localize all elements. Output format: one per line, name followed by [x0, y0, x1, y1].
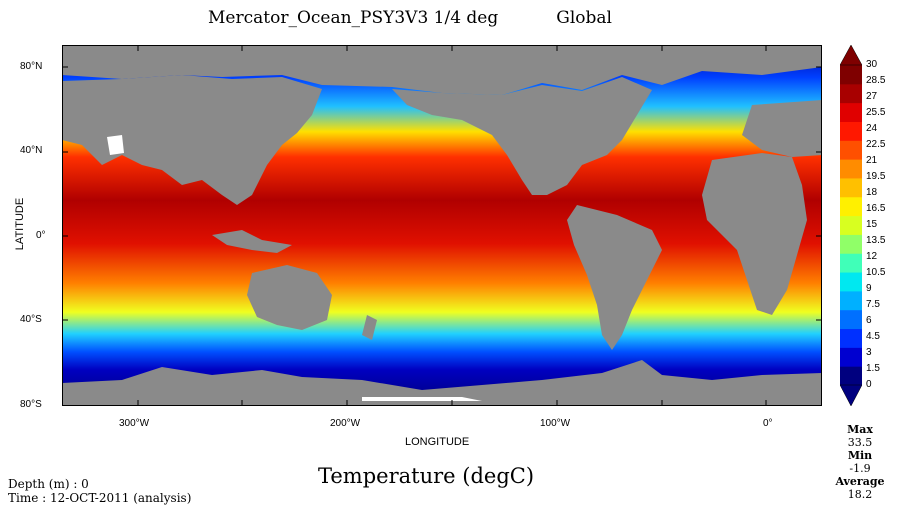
colorbar-band	[840, 121, 862, 141]
colorbar-band	[840, 347, 862, 367]
lat-tick-0: 0°	[36, 230, 46, 241]
colorbar-band	[840, 309, 862, 330]
map-title: Mercator_Ocean_PSY3V3 1/4 deg Global	[0, 8, 820, 28]
lat-tick-80n: 80°N	[20, 61, 43, 72]
colorbar-tick: 1.5	[866, 363, 880, 374]
max-value: 33.5	[847, 436, 873, 449]
colorbar-tick: 7.5	[866, 299, 880, 310]
model-name: Mercator_Ocean_PSY3V3 1/4 deg	[208, 8, 499, 28]
colorbar-band	[840, 328, 862, 348]
land-africa	[702, 153, 807, 315]
land-north-america	[392, 77, 652, 195]
time-label: Time : 12-OCT-2011 (analysis)	[8, 491, 192, 505]
max-label: Max	[847, 423, 873, 436]
colorbar-tick: 27	[866, 91, 878, 102]
colorbar-band	[840, 140, 862, 160]
region-name: Global	[556, 8, 612, 28]
land-europe	[742, 100, 822, 157]
colorbar-tick: 12	[866, 251, 878, 262]
colorbar-band	[840, 234, 862, 254]
lon-tick-0: 0°	[763, 418, 773, 429]
variable-title: Temperature (degC)	[318, 464, 535, 488]
sea-ice	[107, 135, 124, 155]
colorbar-band	[840, 196, 862, 217]
colorbar-tick: 30	[866, 59, 878, 70]
lon-tick-300w: 300°W	[119, 418, 150, 429]
lon-tick-100w: 100°W	[540, 418, 571, 429]
colorbar-tick: 4.5	[866, 331, 880, 342]
colorbar-tick: 3	[866, 347, 872, 358]
land-antarctica	[62, 360, 822, 406]
colorbar-band	[840, 366, 862, 386]
min-label: Min	[847, 449, 873, 462]
land-new-zealand	[362, 315, 377, 340]
min-value: -1.9	[849, 462, 871, 475]
colorbar-tick: 21	[866, 155, 878, 166]
colorbar-tick: 15	[866, 219, 878, 230]
colorbar-tick: 16.5	[866, 203, 886, 214]
lat-tick-40n: 40°N	[20, 145, 43, 156]
land-south-america	[567, 205, 662, 350]
x-axis-label: LONGITUDE	[405, 436, 470, 448]
colorbar-tick: 18	[866, 187, 878, 198]
colorbar-tick: 22.5	[866, 139, 886, 150]
land-australia	[247, 265, 332, 330]
stats-panel: Max 33.5 Min -1.9 Average 18.2	[830, 423, 890, 501]
colorbar-band	[840, 290, 862, 311]
colorbar-band	[840, 102, 862, 122]
colorbar-tick: 0	[866, 379, 872, 390]
land-indonesia	[212, 230, 292, 253]
colorbar-band	[840, 65, 862, 85]
colorbar-tick: 24	[866, 123, 878, 134]
colorbar-tick: 10.5	[866, 267, 886, 278]
colorbar-band	[840, 83, 862, 104]
colorbar-tick: 25.5	[866, 107, 886, 118]
colorbar-tick: 13.5	[866, 235, 886, 246]
colorbar	[840, 45, 862, 406]
avg-label: Average	[835, 475, 885, 488]
colorbar-tick: 28.5	[866, 75, 886, 86]
colorbar-tick: 19.5	[866, 171, 886, 182]
y-axis-label: LATITUDE	[14, 197, 26, 251]
land-arctic	[62, 45, 822, 95]
lat-tick-80s: 80°S	[20, 399, 42, 410]
lon-tick-200w: 200°W	[330, 418, 361, 429]
colorbar-tick: 6	[866, 315, 872, 326]
sea-ice	[362, 397, 482, 401]
land-asia	[62, 75, 322, 205]
colorbar-band	[840, 159, 862, 179]
depth-label: Depth (m) : 0	[8, 477, 89, 491]
colorbar-tick: 9	[866, 283, 872, 294]
colorbar-band	[840, 253, 862, 273]
lat-tick-40s: 40°S	[20, 314, 42, 325]
colorbar-band	[840, 177, 862, 198]
colorbar-band	[840, 272, 862, 292]
colorbar-band	[840, 215, 862, 235]
temperature-map	[62, 45, 822, 406]
avg-value: 18.2	[847, 488, 873, 501]
